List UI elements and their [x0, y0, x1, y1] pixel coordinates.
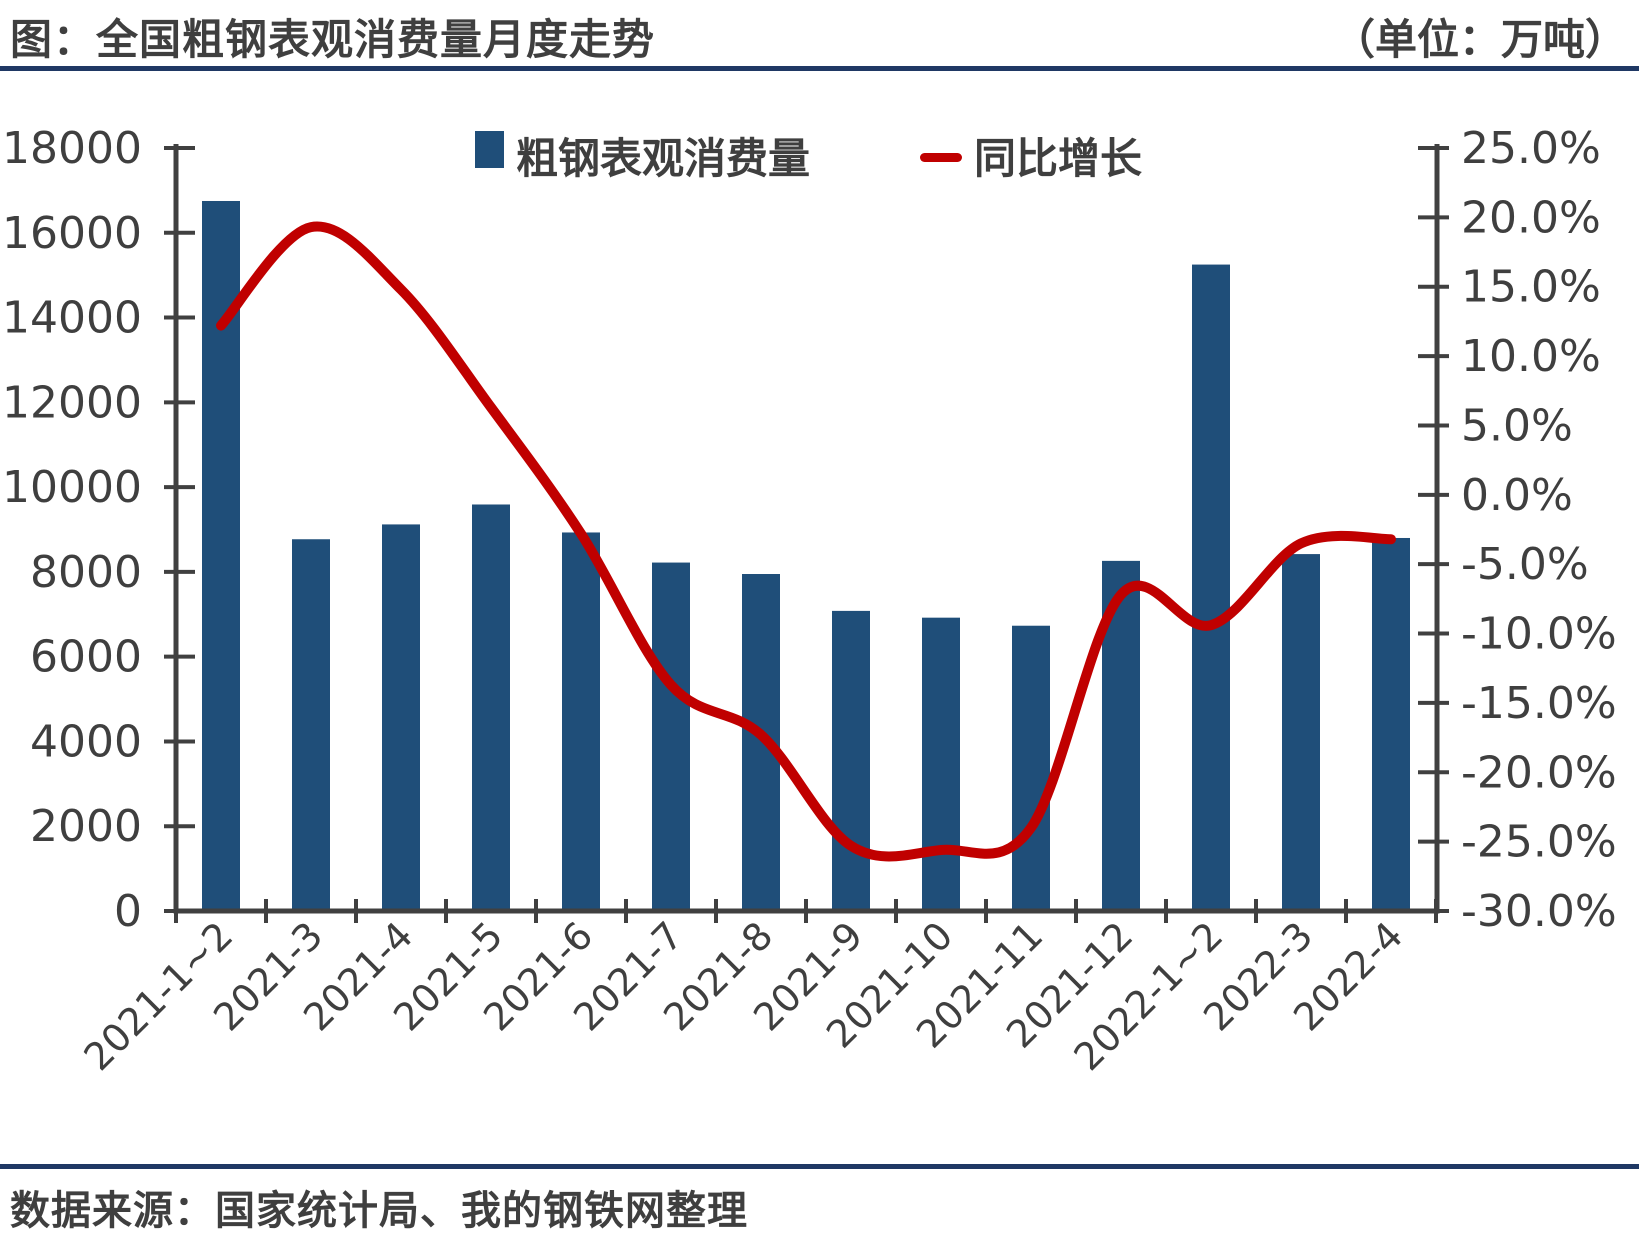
right-axis-label: -25.0% — [1461, 817, 1617, 868]
left-axis-label: 8000 — [30, 547, 142, 598]
left-axis-label: 10000 — [2, 462, 142, 513]
legend-line-swatch-icon — [920, 153, 962, 162]
left-axis-label: 6000 — [30, 632, 142, 683]
footer-rule — [0, 1164, 1639, 1169]
right-axis-label: 15.0% — [1461, 262, 1601, 313]
left-axis-label: 18000 — [2, 123, 142, 174]
bar-2021-3 — [292, 539, 330, 911]
header-rule — [0, 66, 1639, 71]
unit-label: （单位：万吨） — [1332, 16, 1627, 63]
legend-bar-swatch-icon — [475, 131, 504, 168]
bar-2022-1~2 — [1192, 264, 1230, 911]
right-axis-label: 5.0% — [1461, 400, 1573, 451]
left-axis-label: 2000 — [30, 801, 142, 852]
right-axis-label: -15.0% — [1461, 678, 1617, 729]
right-axis-label: 25.0% — [1461, 123, 1601, 174]
data-source: 数据来源：国家统计局、我的钢铁网整理 — [10, 1189, 748, 1233]
bar-2022-3 — [1282, 554, 1320, 911]
right-axis-label: 20.0% — [1461, 192, 1601, 243]
plot-area: 18000 16000 14000 12000 10000 8000 6000 4000 200… — [2, 123, 1617, 1079]
right-axis-label: -10.0% — [1461, 609, 1617, 660]
bar-2021-5 — [472, 504, 510, 911]
left-axis-label: 12000 — [2, 377, 142, 428]
legend-bar-label: 粗钢表观消费量 — [516, 135, 810, 182]
right-axis-label: 0.0% — [1461, 470, 1573, 521]
bar-2021-6 — [562, 532, 600, 911]
right-axis-label: -20.0% — [1461, 747, 1617, 798]
legend-line-label: 同比增长 — [974, 135, 1142, 182]
yoy-growth-line — [216, 221, 1396, 862]
chart-title: 图：全国粗钢表观消费量月度走势 — [10, 16, 656, 63]
right-axis-label: -5.0% — [1461, 539, 1589, 590]
bar-2022-4 — [1372, 537, 1410, 911]
bar-2021-9 — [832, 610, 870, 911]
right-axis-label: 10.0% — [1461, 331, 1601, 382]
bar-2021-7 — [652, 562, 690, 911]
left-axis-label: 14000 — [2, 293, 142, 344]
bar-2021-10 — [922, 617, 960, 911]
legend: 粗钢表观消费量 同比增长 — [475, 131, 1142, 182]
right-axis-label: -30.0% — [1461, 886, 1617, 937]
left-axis-label: 0 — [114, 886, 142, 937]
bar-2021-11 — [1012, 625, 1050, 911]
left-axis-label: 4000 — [30, 716, 142, 767]
left-axis-label: 16000 — [2, 208, 142, 259]
bar-2021-4 — [382, 524, 420, 911]
